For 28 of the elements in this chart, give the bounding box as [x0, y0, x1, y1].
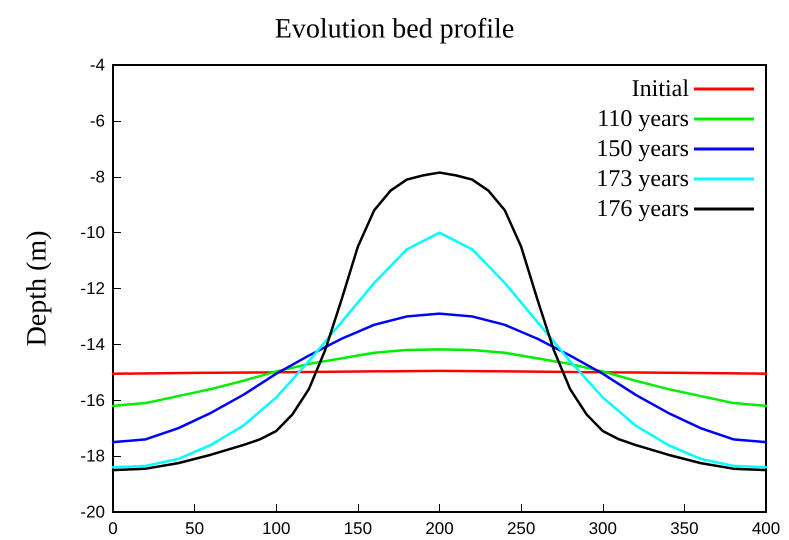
legend-label: 176 years [596, 196, 689, 222]
y-tick-label: -8 [90, 167, 105, 186]
y-tick-label: -12 [80, 279, 105, 298]
y-tick-label: -10 [80, 223, 105, 242]
x-tick-label: 200 [425, 519, 454, 538]
x-tick-label: 50 [185, 519, 204, 538]
y-tick-label: -4 [90, 56, 105, 74]
line-series [112, 348, 768, 408]
x-tick-label: 400 [752, 519, 780, 538]
y-tick-label: -20 [80, 502, 105, 522]
legend-label: Initial [632, 76, 690, 102]
x-tick-label: 350 [670, 519, 699, 538]
x-tick-label: 100 [262, 519, 290, 538]
x-tick-label: 250 [506, 519, 536, 538]
y-tick-label: -6 [90, 111, 105, 130]
legend-label: 110 years [597, 106, 689, 132]
x-tick-label: 150 [344, 519, 372, 538]
y-tick-label: -18 [80, 446, 105, 466]
line-series [112, 312, 768, 444]
y-axis-title: Depth (m) [22, 230, 52, 346]
chart-title: Evolution bed profile [274, 14, 514, 44]
line-series [112, 231, 768, 469]
legend-label: 150 years [596, 136, 689, 162]
y-tick-label: -16 [80, 390, 105, 410]
y-tick-label: -14 [80, 334, 105, 354]
x-tick-label: 300 [588, 519, 617, 538]
legend-label: 173 years [596, 166, 689, 192]
x-tick-label: 0 [108, 519, 118, 538]
